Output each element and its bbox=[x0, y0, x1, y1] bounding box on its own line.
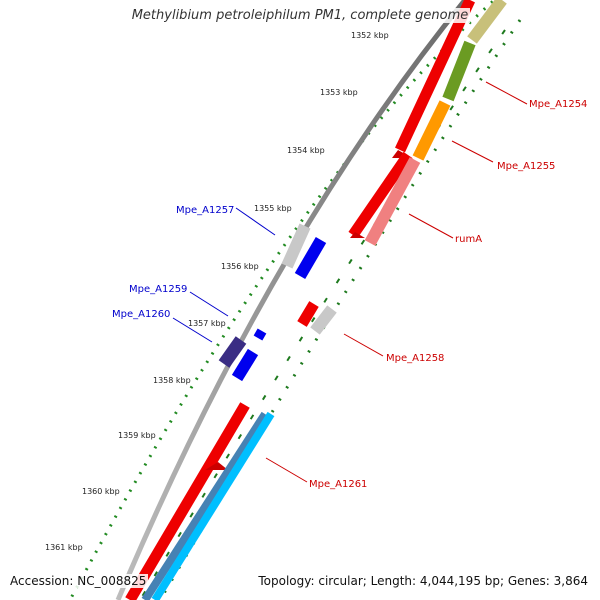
reverse-gene-0-label[interactable]: Mpe_A1257 bbox=[176, 205, 234, 216]
cds-gene-green bbox=[442, 40, 476, 102]
cds-mpe-a1260-purple bbox=[218, 336, 247, 368]
reverse-gene-0-leader-line bbox=[235, 207, 276, 236]
reverse-gene-2-label[interactable]: Mpe_A1260 bbox=[112, 309, 170, 320]
reverse-gene-1-leader-line bbox=[189, 291, 229, 317]
cds-mpe-a1257-blue bbox=[294, 236, 327, 280]
forward-gene-0-label[interactable]: Mpe_A1254 bbox=[529, 99, 587, 110]
skew-marks-outer bbox=[158, 19, 522, 600]
scale-tick-label: 1355 kbp bbox=[254, 204, 292, 213]
accession-label: Accession: NC_008825 bbox=[8, 574, 149, 588]
cds-rumA-arrow bbox=[350, 232, 365, 238]
forward-gene-3-leader-line bbox=[343, 333, 384, 357]
tick-dotted-ring bbox=[68, 0, 497, 600]
cds-mpe-a1258-segment bbox=[297, 301, 319, 327]
cds-mpe-a1261-segment bbox=[125, 402, 250, 600]
scale-tick-label: 1356 kbp bbox=[221, 262, 259, 271]
forward-gene-4-leader-line bbox=[265, 457, 308, 483]
cds-rumA-red-segment bbox=[348, 151, 413, 239]
scale-tick-label: 1360 kbp bbox=[82, 487, 120, 496]
map-title-text: Methylibium petroleiphilum PM1, complete… bbox=[129, 8, 471, 23]
forward-gene-2-label[interactable]: rumA bbox=[455, 234, 482, 245]
forward-gene-3-label[interactable]: Mpe_A1258 bbox=[386, 353, 444, 364]
forward-gene-1-label[interactable]: Mpe_A1255 bbox=[497, 161, 555, 172]
cds-gene-pink bbox=[364, 157, 421, 246]
cds-gene-olive bbox=[467, 0, 507, 44]
scale-tick-label: 1353 kbp bbox=[320, 88, 358, 97]
cds-mpe-a1257-gray bbox=[281, 223, 311, 269]
reverse-gene-2-leader-line bbox=[172, 317, 213, 343]
forward-gene-0-leader-line bbox=[485, 81, 528, 105]
scale-tick-label: 1361 kbp bbox=[45, 543, 83, 552]
map-title: Methylibium petroleiphilum PM1, complete… bbox=[0, 8, 600, 23]
scale-labels: 1352 kbp 1353 kbp 1354 kbp 1355 kbp 1356 kbp… bbox=[45, 31, 389, 552]
backbone-ring bbox=[115, 0, 467, 600]
cds-gene-steelblue bbox=[141, 411, 269, 600]
topology-summary: Topology: circular; Length: 4,044,195 bp… bbox=[256, 574, 590, 588]
tick-ring-path bbox=[68, 0, 497, 600]
scale-tick-label: 1358 kbp bbox=[153, 376, 191, 385]
cds-gene-lightgray-fwd bbox=[310, 305, 337, 335]
reverse-gene-1-label[interactable]: Mpe_A1259 bbox=[129, 284, 187, 295]
cds-gene-cyan bbox=[151, 411, 275, 600]
forward-gene-4-label[interactable]: Mpe_A1261 bbox=[309, 479, 367, 490]
scale-tick-label: 1357 kbp bbox=[188, 319, 226, 328]
scale-tick-label: 1354 kbp bbox=[287, 146, 325, 155]
cds-gene-orange bbox=[412, 100, 451, 161]
cds-reverse-small bbox=[253, 328, 267, 341]
cds-mpe-a1261-arrow bbox=[205, 462, 228, 470]
skew-track bbox=[139, 19, 522, 600]
reverse-cds-track bbox=[218, 223, 327, 382]
forward-gene-2-leader-line bbox=[408, 213, 454, 239]
scale-tick-label: 1359 kbp bbox=[118, 431, 156, 440]
gene-labels-layer: Mpe_A1254 Mpe_A1255 rumA Mpe_A1258 Mpe_A1261… bbox=[112, 81, 587, 490]
forward-gene-1-leader-line bbox=[451, 140, 494, 163]
cds-mpe-a1259-blue bbox=[231, 348, 259, 382]
scale-tick-label: 1352 kbp bbox=[351, 31, 389, 40]
forward-cds-track bbox=[125, 0, 507, 600]
backbone-path bbox=[115, 0, 467, 600]
cds-mpe-a1254-segment bbox=[395, 0, 475, 153]
